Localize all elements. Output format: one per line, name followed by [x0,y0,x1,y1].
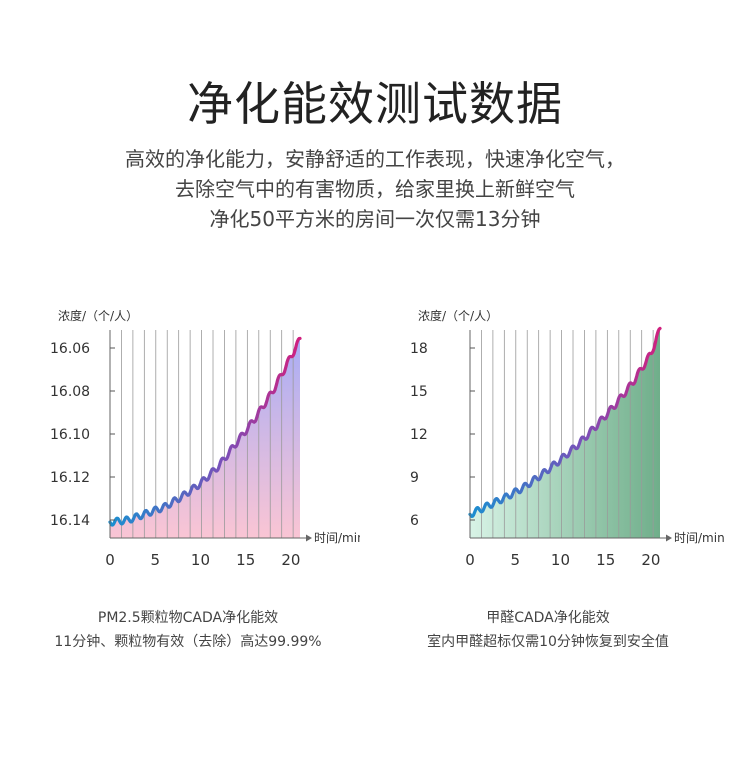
pm25-caption: PM2.5颗粒物CADA净化能效 11分钟、颗粒物有效（去除）高达99.99% [28,606,348,654]
x-tick-label: 20 [281,551,300,569]
x-tick-label: 5 [150,551,160,569]
y-tick-label: 18 [410,341,428,357]
x-tick-label: 15 [236,551,255,569]
y-axis-label: 浓度/（个/人） [58,308,138,323]
y-axis-label: 浓度/（个/人） [418,308,498,323]
y-tick-label: 6 [410,513,419,529]
y-tick-label: 16.14 [50,513,90,529]
subtitle-line-1: 高效的净化能力，安静舒适的工作表现，快速净化空气， [125,147,625,171]
x-tick-label: 0 [465,551,475,569]
subtitle-line-3: 净化50平方米的房间一次仅需13分钟 [209,207,541,231]
subtitle-line-2: 去除空气中的有害物质，给家里换上新鲜空气 [175,177,575,201]
formaldehyde-caption-title: 甲醛CADA净化能效 [486,610,610,626]
subtitle: 高效的净化能力，安静舒适的工作表现，快速净化空气， 去除空气中的有害物质，给家里… [0,144,750,234]
x-tick-label: 5 [510,551,520,569]
page-title: 净化能效测试数据 [187,77,563,131]
x-tick-label: 10 [551,551,570,569]
x-axis-arrow [306,534,312,542]
y-tick-label: 16.06 [50,341,90,357]
x-tick-label: 0 [105,551,115,569]
x-axis-label: 时间/min [674,531,725,545]
y-tick-label: 9 [410,470,419,486]
area-fill [470,328,660,538]
x-tick-label: 10 [191,551,210,569]
x-axis-arrow [666,534,672,542]
y-tick-label: 16.10 [50,427,90,443]
y-tick-label: 16.08 [50,384,90,400]
series-line [108,336,302,527]
y-tick-label: 16.12 [50,470,90,486]
x-tick-label: 15 [596,551,615,569]
pm25-caption-detail: 11分钟、颗粒物有效（去除）高达99.99% [54,634,322,650]
y-tick-label: 15 [410,384,428,400]
formaldehyde-chart: 18 15 12 9 6 0 5 10 15 20 浓度/（个/人） 时间/min [410,308,725,569]
x-axis-label: 时间/min [314,531,360,545]
y-tick-label: 12 [410,427,428,443]
pm25-caption-title: PM2.5颗粒物CADA净化能效 [97,610,279,626]
pm25-chart: 16.06 16.08 16.10 16.12 16.14 0 5 10 15 20 浓度/（个/人… [50,308,360,569]
area-fill [110,338,300,538]
formaldehyde-caption-detail: 室内甲醛超标仅需10分钟恢复到安全值 [427,634,669,650]
x-tick-label: 20 [641,551,660,569]
formaldehyde-caption: 甲醛CADA净化能效 室内甲醛超标仅需10分钟恢复到安全值 [388,606,708,654]
series-line [468,326,662,518]
